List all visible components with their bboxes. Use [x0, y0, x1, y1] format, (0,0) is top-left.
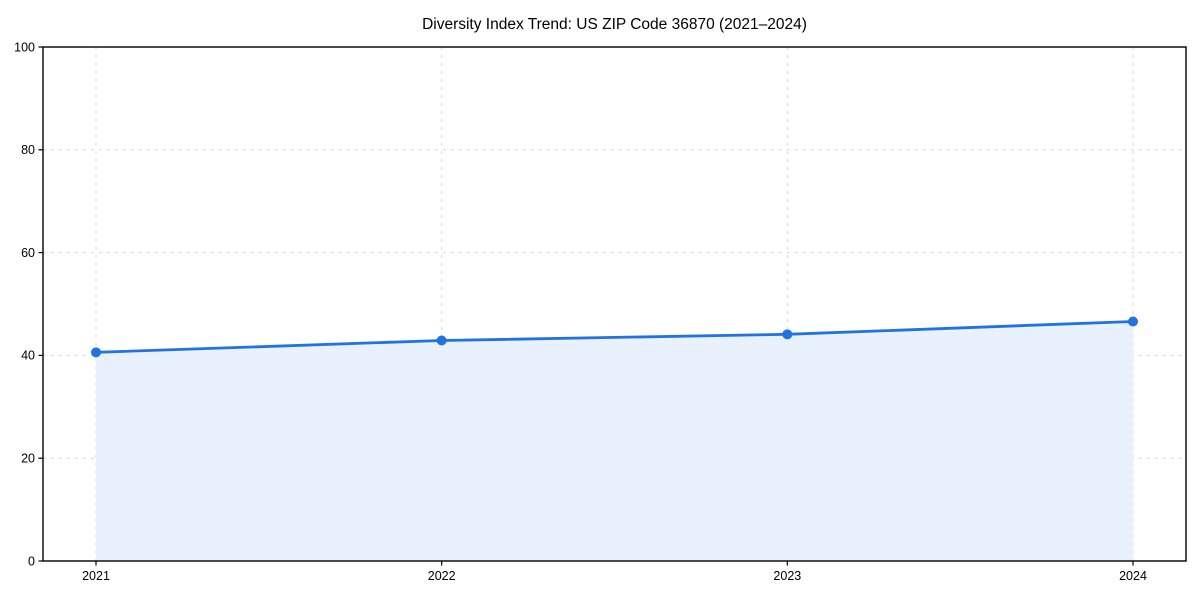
x-tick-label: 2023	[773, 569, 801, 583]
data-point-2023	[782, 329, 793, 340]
data-point-2024	[1128, 316, 1138, 327]
x-tick-label: 2024	[1119, 569, 1147, 583]
x-tick-label: 2022	[428, 569, 456, 583]
y-tick-label: 60	[21, 246, 35, 260]
plot-border	[42, 46, 1187, 562]
x-tick-label: 2021	[82, 569, 110, 583]
chart-title: Diversity Index Trend: US ZIP Code 36870…	[422, 16, 807, 33]
y-tick-label: 100	[14, 40, 35, 54]
y-tick-label: 20	[21, 452, 35, 466]
area-fill	[96, 321, 1133, 561]
trend-line	[94, 320, 1135, 354]
y-tick-label: 0	[28, 554, 35, 568]
data-point-2021	[91, 347, 101, 358]
data-point-2022	[436, 335, 447, 346]
y-tick-label: 40	[21, 349, 35, 363]
y-tick-label: 80	[21, 143, 35, 157]
